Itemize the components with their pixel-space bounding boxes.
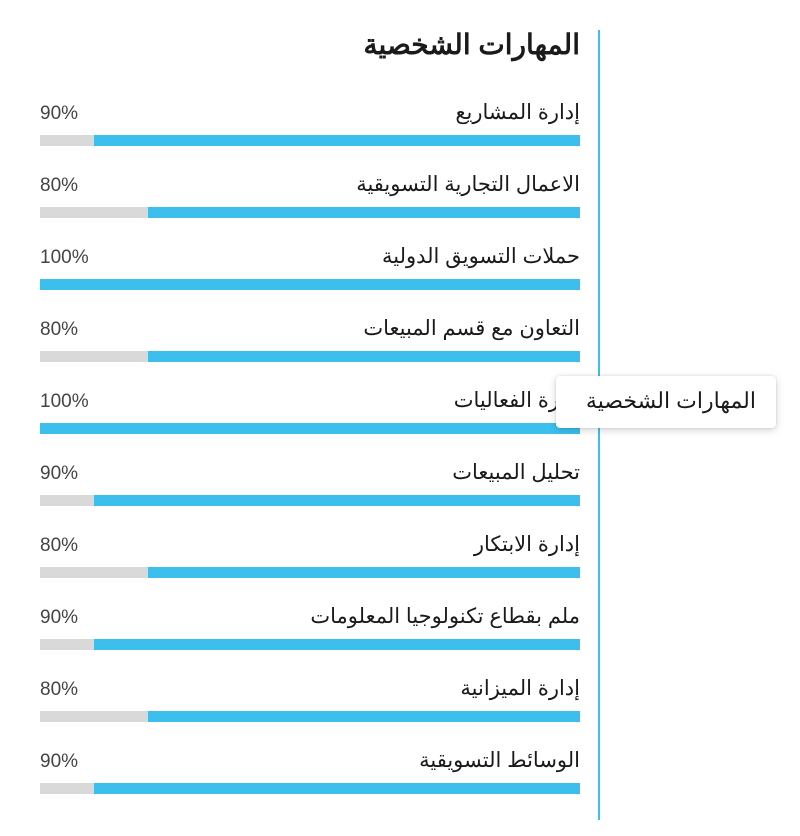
bar-fill — [148, 711, 580, 722]
bar-fill — [148, 567, 580, 578]
bar-fill — [40, 279, 580, 290]
skill-percent: 90% — [40, 103, 78, 125]
skill-name: إدارة الميزانية — [460, 676, 580, 701]
skill-item: إدارة الميزانية 80% — [40, 676, 580, 722]
tooltip-label: المهارات الشخصية — [556, 376, 776, 428]
skill-name: الاعمال التجارية التسويقية — [356, 172, 580, 197]
bar-track — [40, 567, 580, 578]
skill-name: ملم بقطاع تكنولوجيا المعلومات — [310, 604, 580, 629]
skill-name: إدارة الابتكار — [474, 532, 580, 557]
bar-track — [40, 495, 580, 506]
skill-percent: 80% — [40, 679, 78, 701]
bar-track — [40, 783, 580, 794]
skill-item: تحليل المبيعات 90% — [40, 460, 580, 506]
skill-name: إدارة المشاريع — [455, 100, 580, 125]
skill-item: إدارة الابتكار 80% — [40, 532, 580, 578]
skill-name: الوسائط التسويقية — [419, 748, 580, 773]
skill-item: حملات التسويق الدولية 100% — [40, 244, 580, 290]
skill-percent: 100% — [40, 247, 89, 269]
skill-item: التعاون مع قسم المبيعات 80% — [40, 316, 580, 362]
skill-percent: 100% — [40, 391, 89, 413]
skill-item: إدارة المشاريع 90% — [40, 100, 580, 146]
skill-item: إدارة الفعاليات 100% — [40, 388, 580, 434]
bar-fill — [94, 135, 580, 146]
skill-name: تحليل المبيعات — [452, 460, 580, 485]
bar-track — [40, 279, 580, 290]
bar-fill — [94, 495, 580, 506]
bar-fill — [94, 783, 580, 794]
skill-percent: 80% — [40, 535, 78, 557]
skills-list: إدارة المشاريع 90% الاعمال التجارية التس… — [40, 100, 580, 820]
bar-track — [40, 423, 580, 434]
skill-item: ملم بقطاع تكنولوجيا المعلومات 90% — [40, 604, 580, 650]
bar-track — [40, 639, 580, 650]
skill-item: الوسائط التسويقية 90% — [40, 748, 580, 794]
bar-track — [40, 711, 580, 722]
section-title: المهارات الشخصية — [364, 28, 580, 61]
skill-percent: 80% — [40, 175, 78, 197]
bar-track — [40, 207, 580, 218]
bar-track — [40, 351, 580, 362]
bar-fill — [148, 351, 580, 362]
bar-fill — [40, 423, 580, 434]
skill-item: الاعمال التجارية التسويقية 80% — [40, 172, 580, 218]
skill-name: التعاون مع قسم المبيعات — [363, 316, 580, 341]
bar-track — [40, 135, 580, 146]
skill-name: حملات التسويق الدولية — [382, 244, 580, 269]
bar-fill — [94, 639, 580, 650]
bar-fill — [148, 207, 580, 218]
skill-percent: 90% — [40, 463, 78, 485]
skill-percent: 80% — [40, 319, 78, 341]
skill-percent: 90% — [40, 751, 78, 773]
skill-percent: 90% — [40, 607, 78, 629]
